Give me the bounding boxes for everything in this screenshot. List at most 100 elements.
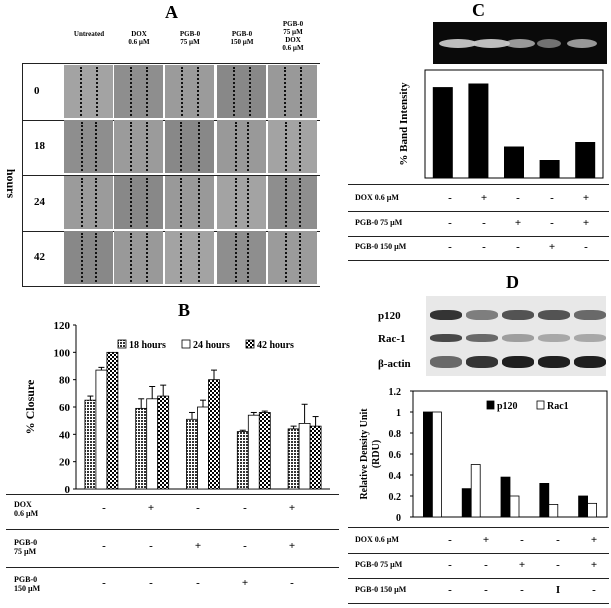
table-rule xyxy=(348,553,609,554)
grid-line xyxy=(22,175,320,176)
legend-swatch xyxy=(536,400,545,410)
panel-c-blot-image xyxy=(433,22,607,64)
table-row-label: PGB-0 150 µM xyxy=(355,242,407,251)
table-sign: - xyxy=(149,577,153,589)
panel-b-letter: B xyxy=(178,300,191,320)
table-sign: + xyxy=(241,577,249,589)
table-row-label: DOX 0.6 µM xyxy=(355,193,399,202)
table-rule xyxy=(348,236,609,237)
row-label: 42 xyxy=(34,251,45,263)
wound-edge-left xyxy=(180,122,182,171)
table-sign: - xyxy=(516,241,520,253)
wound-edge-right xyxy=(198,233,200,282)
scratch-image-tile xyxy=(114,120,163,173)
bar xyxy=(548,504,559,518)
panel-b-chart: 0 20 40 60 80 100 120 % Closure 18 hours 24 hours… xyxy=(23,320,330,495)
wound-edge-left xyxy=(285,233,287,282)
bar xyxy=(432,411,442,518)
blot-label: β-actin xyxy=(378,358,411,370)
table-sign: - xyxy=(484,559,488,571)
wound-edge-left xyxy=(180,233,182,282)
wound-edge-left xyxy=(81,233,83,282)
table-row-label: PGB-0 75 µM xyxy=(355,560,403,569)
panel-d-letter: D xyxy=(506,272,519,292)
table-sign: + xyxy=(194,540,202,552)
table-sign: + xyxy=(590,559,598,571)
table-sign: + xyxy=(288,540,296,552)
table-sign: - xyxy=(592,584,596,596)
scratch-image-tile xyxy=(114,176,163,229)
wound-edge-right xyxy=(299,233,301,282)
y-tick-label: 120 xyxy=(54,320,71,332)
wound-edge-right xyxy=(247,122,249,171)
y-tick-label: 1.2 xyxy=(389,387,402,398)
legend-label: 18 hours xyxy=(129,340,166,351)
table-rule xyxy=(348,260,609,261)
blot-band xyxy=(574,334,606,342)
scratch-image-tile xyxy=(64,231,113,284)
column-header: DOX 0.6 µM xyxy=(128,30,150,46)
y-tick-label: 0.4 xyxy=(389,471,402,482)
y-tick-label: 60 xyxy=(59,402,71,414)
y-tick-label: 20 xyxy=(59,457,71,469)
table-sign: - xyxy=(196,502,200,514)
bar xyxy=(587,502,598,518)
wound-edge-right xyxy=(249,67,251,116)
blot-band xyxy=(574,356,606,368)
blot-band xyxy=(502,334,534,342)
blot-band xyxy=(574,310,606,320)
bar xyxy=(287,428,300,490)
column-header: PGB-0 75 µM xyxy=(179,30,201,46)
wound-edge-right xyxy=(300,67,302,116)
table-sign: - xyxy=(550,217,554,229)
wound-edge-right xyxy=(95,178,97,227)
wound-edge-right xyxy=(247,178,249,227)
bar xyxy=(146,398,159,490)
scratch-image-tile xyxy=(268,176,317,229)
blot-band xyxy=(505,39,535,48)
table-sign: - xyxy=(448,559,452,571)
wound-edge-right xyxy=(95,122,97,171)
table-sign: - xyxy=(102,540,106,552)
wound-edge-left xyxy=(81,178,83,227)
grid-line xyxy=(22,63,320,64)
row-label: 24 xyxy=(34,196,45,208)
table-rule xyxy=(348,527,609,528)
wound-edge-left xyxy=(180,178,182,227)
column-header: PGB-0 75 µM DOX 0.6 µM xyxy=(282,20,304,52)
scratch-image-tile xyxy=(165,65,214,118)
scratch-image-tile xyxy=(268,231,317,284)
table-row-label: DOX 0.6 µM xyxy=(355,535,399,544)
legend-swatch xyxy=(181,339,191,349)
bar xyxy=(197,406,209,490)
panel-c-letter: C xyxy=(472,0,485,20)
legend-label: Rac1 xyxy=(547,401,569,412)
scratch-image-tile xyxy=(114,65,163,118)
bar xyxy=(258,412,271,490)
blot-band xyxy=(538,356,570,368)
table-sign: + xyxy=(482,534,490,546)
wound-edge-right xyxy=(198,122,200,171)
legend-label: p120 xyxy=(497,401,518,412)
bar xyxy=(575,142,596,178)
wound-edge-right xyxy=(146,178,148,227)
scratch-image-tile xyxy=(217,120,266,173)
blot-band xyxy=(538,334,570,342)
table-rule xyxy=(348,578,609,579)
blot-band xyxy=(466,334,498,342)
wound-edge-left xyxy=(285,178,287,227)
y-tick-label: 0 xyxy=(396,513,401,524)
wound-edge-right xyxy=(96,67,98,116)
y-axis-label: Relative Density Unit xyxy=(359,408,370,500)
table-row-label: PGB-0 75 µM xyxy=(355,218,403,227)
bar xyxy=(247,414,260,490)
wound-edge-right xyxy=(299,122,301,171)
table-sign: - xyxy=(448,217,452,229)
bar xyxy=(106,351,119,490)
blot-band xyxy=(537,39,561,48)
table-sign: + xyxy=(514,217,522,229)
table-sign: - xyxy=(448,241,452,253)
scratch-image-tile xyxy=(217,65,266,118)
table-rule xyxy=(6,567,339,568)
blot-band xyxy=(439,39,477,48)
